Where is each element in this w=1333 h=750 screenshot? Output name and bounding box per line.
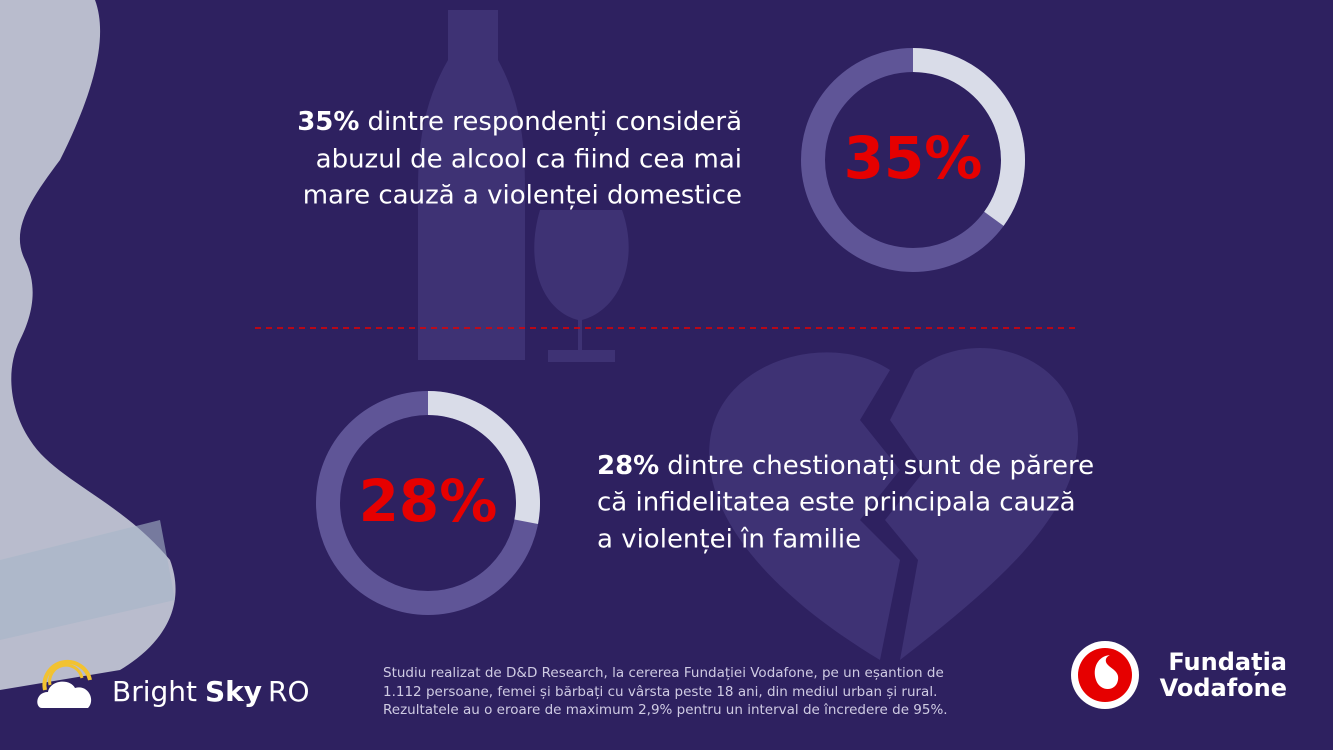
statement-text: dintre chestionați sunt de părere — [667, 451, 1094, 481]
statement-text: dintre respondenți consideră — [367, 107, 742, 137]
donut-segment — [428, 391, 540, 524]
footnote: Rezultatele au o eroare de maximum 2,9% … — [383, 702, 948, 718]
bright-sky-icon — [37, 659, 92, 708]
logo-text: Sky — [205, 675, 262, 708]
statement-text: abuzul de alcool ca fiind cea mai — [316, 145, 742, 175]
bottle-icon — [418, 10, 525, 360]
statement: 28% dintre chestionați sunt de părere — [597, 451, 1094, 481]
heart-icon — [885, 347, 1079, 660]
footnote: 1.112 persoane, femei și bărbați cu vârs… — [383, 684, 937, 700]
foundation-name: Fundația — [1168, 648, 1287, 676]
highlight: 28% — [597, 451, 659, 481]
bright-sky-logo: Bright Sky RO — [112, 675, 310, 708]
statement-text: a violenței în familie — [597, 525, 861, 555]
decor — [0, 520, 175, 640]
center-label: 35% — [844, 124, 983, 192]
glass-icon — [534, 210, 629, 362]
highlight: 35% — [297, 107, 359, 137]
foundation-name: Vodafone — [1160, 674, 1287, 702]
vodafone-icon — [1094, 655, 1119, 689]
logo-text: Bright — [112, 675, 197, 708]
logo-text: RO — [268, 675, 310, 708]
center-label: 28% — [359, 467, 498, 535]
donut-segment — [913, 48, 1025, 226]
statement: 35% dintre respondenți consideră — [297, 107, 742, 137]
statement-text: mare cauză a violenței domestice — [303, 181, 742, 211]
statement-text: că infidelitatea este principala cauză — [597, 488, 1076, 518]
footnote: Studiu realizat de D&D Research, la cere… — [383, 665, 944, 681]
charts: 35% 28% — [316, 48, 1025, 615]
face-silhouette — [0, 0, 176, 690]
heart-icon — [709, 352, 900, 660]
